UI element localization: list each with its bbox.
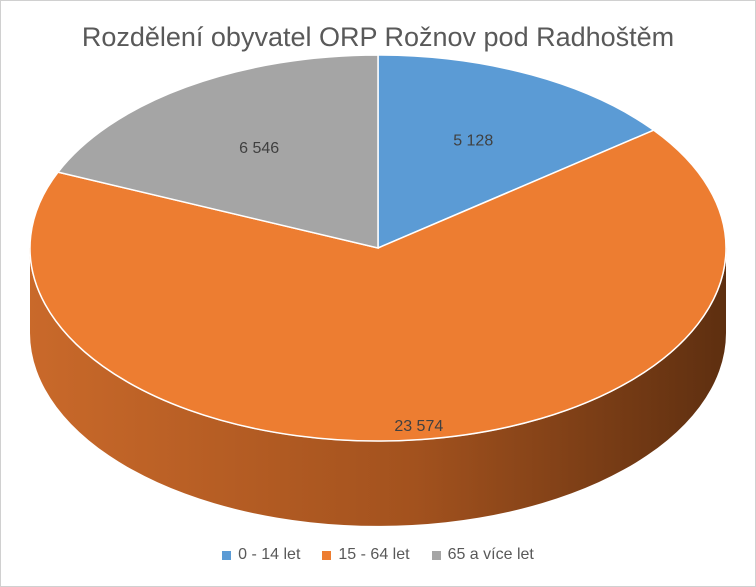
- legend-item-0-14: 0 - 14 let: [222, 546, 300, 564]
- data-label-65-plus: 6 546: [239, 140, 279, 157]
- legend-label-65-plus: 65 a více let: [447, 546, 534, 563]
- legend-label-0-14: 0 - 14 let: [238, 546, 301, 563]
- legend: 0 - 14 let 15 - 64 let 65 a více let: [1, 546, 755, 564]
- pie-side-wall: [30, 248, 726, 526]
- legend-item-65-plus: 65 a více let: [431, 546, 534, 564]
- legend-label-15-64: 15 - 64 let: [338, 546, 410, 563]
- slice-65-plus: [56, 54, 379, 249]
- legend-swatch-15-64: [322, 550, 332, 560]
- data-label-0-14: 5 128: [453, 133, 493, 150]
- pie-labels: 5 128 23 574 6 546: [239, 133, 493, 435]
- legend-swatch-0-14: [222, 550, 232, 560]
- legend-item-15-64: 15 - 64 let: [322, 546, 410, 564]
- pie-top: [29, 54, 727, 442]
- chart-title-line-1: Rozdělení obyvatel ORP Rožnov pod Radhoš…: [81, 22, 675, 52]
- slice-0-14: [377, 54, 656, 250]
- data-label-15-64: 23 574: [394, 418, 443, 435]
- slice-15-64: [29, 129, 727, 442]
- legend-swatch-65-plus: [431, 550, 441, 560]
